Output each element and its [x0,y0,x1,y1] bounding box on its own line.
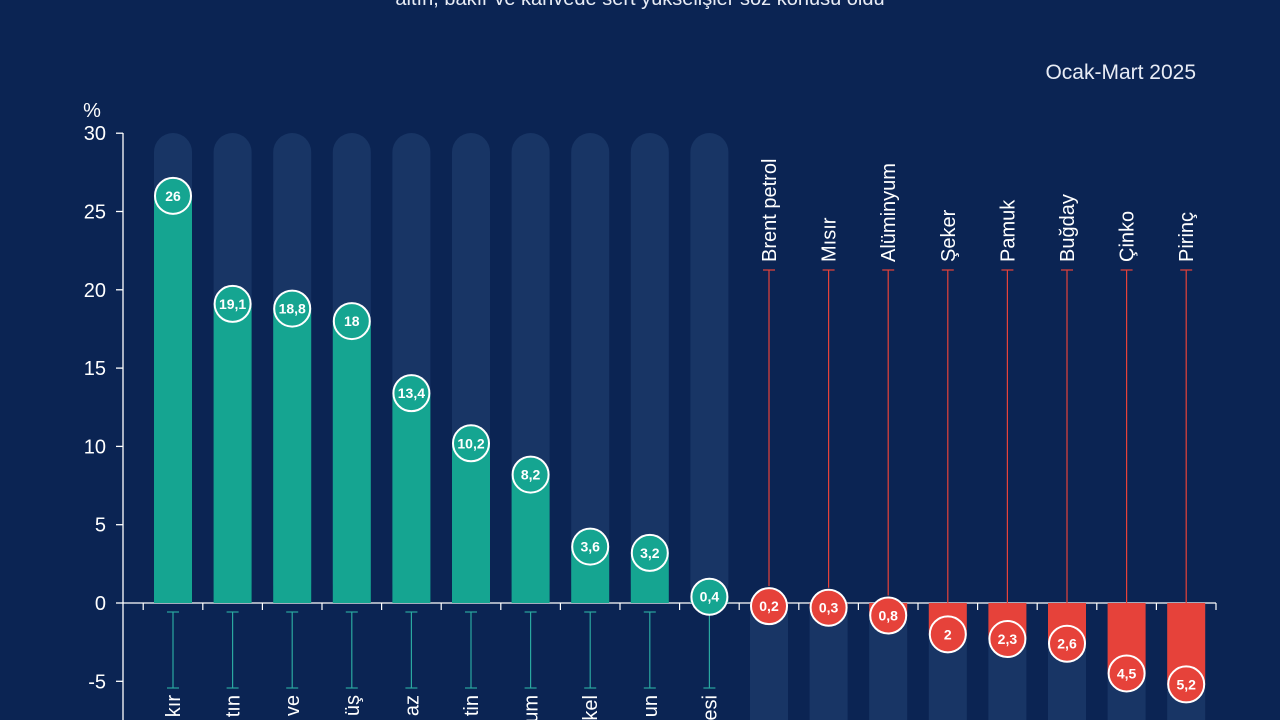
value-badge [809,588,848,627]
category-label: tın [223,695,245,717]
bar-tracks [154,133,1206,720]
category-label: Alüminyum [878,163,900,262]
y-axis: % 30 25 20 15 10 5 0 -5 [83,100,1217,720]
category-label: ve [282,695,304,716]
category-label: um [521,695,543,720]
bar-track [690,133,729,603]
value-badge [511,455,550,494]
bar-track [571,133,610,603]
value-label: 19,1 [219,296,246,312]
y-tick-label: 15 [84,358,106,380]
value-badge [988,620,1027,659]
value-label: 13,4 [398,385,425,401]
y-tick-label: 30 [84,123,106,145]
value-label: 10,2 [457,435,484,451]
value-label: 0,3 [819,600,839,616]
y-tick-label: 25 [84,202,106,224]
bar [392,393,431,603]
value-badge [630,533,669,572]
value-badge [869,596,908,635]
value-badge [452,424,490,463]
bar [452,443,490,603]
value-label: 18 [344,313,360,329]
value-label: 2,6 [1057,636,1077,652]
value-label: 5,2 [1176,676,1196,692]
category-label: Pamuk [997,199,1019,262]
y-tick-label: 10 [84,436,106,458]
bars [154,195,1206,685]
bar [511,474,550,603]
value-label: 0,8 [878,608,898,624]
value-label: 26 [165,188,181,204]
value-badge [213,284,252,323]
value-badge [928,615,967,654]
chart-subtitle: altın, bakır ve kahvede sert yükselişler… [0,0,1280,11]
category-label: üş [342,695,364,716]
value-label: 0,2 [759,598,779,614]
bar [213,303,252,603]
value-badge [392,374,431,413]
category-label: Buğday [1057,194,1079,262]
category-label: Pirinç [1176,212,1198,262]
category-label: esi [699,695,721,720]
category-label: un [640,695,662,717]
bar-track [630,133,669,603]
y-axis-unit: % [83,100,101,122]
category-labels: kır tın ve üş az tin um kel un esi Brent petrol Mıs… [163,159,1198,720]
value-badge [154,176,192,215]
label-connectors [167,269,1193,689]
value-badge [750,587,788,626]
y-tick-label: -5 [88,671,106,693]
category-label: tin [461,695,483,716]
category-label: Brent petrol [759,159,781,262]
y-tick-label: 0 [95,593,106,615]
y-tick-label: 5 [95,515,106,537]
value-badge [571,527,610,566]
value-label: 4,5 [1117,665,1137,681]
period-label: Ocak-Mart 2025 [1045,61,1196,84]
value-label: 18,8 [279,301,306,317]
value-label: 8,2 [521,467,541,483]
value-label: 2 [944,626,952,642]
category-label: kır [163,695,185,718]
bar [332,321,371,603]
value-badge [273,289,312,328]
bar [154,195,192,603]
value-badge [690,577,729,616]
category-label: Şeker [938,209,960,262]
value-label: 3,6 [580,539,600,555]
value-badge [1107,654,1146,693]
value-badge [1048,624,1086,663]
value-labels: 26 19,1 18,8 18 13,4 10,2 8,2 3,6 3,2 0,4 0,2 0,3 0,… [154,176,1206,704]
value-label: 2,3 [998,631,1018,647]
value-badge [1167,665,1206,704]
category-label: Çinko [1117,211,1139,262]
category-label: kel [580,695,602,720]
bar [273,308,312,603]
y-tick-label: 20 [84,280,106,302]
category-label: az [401,695,423,716]
value-label: 0,4 [700,589,720,605]
category-label: Mısır [819,217,841,262]
value-label: 3,2 [640,545,660,561]
value-badge [332,302,371,341]
